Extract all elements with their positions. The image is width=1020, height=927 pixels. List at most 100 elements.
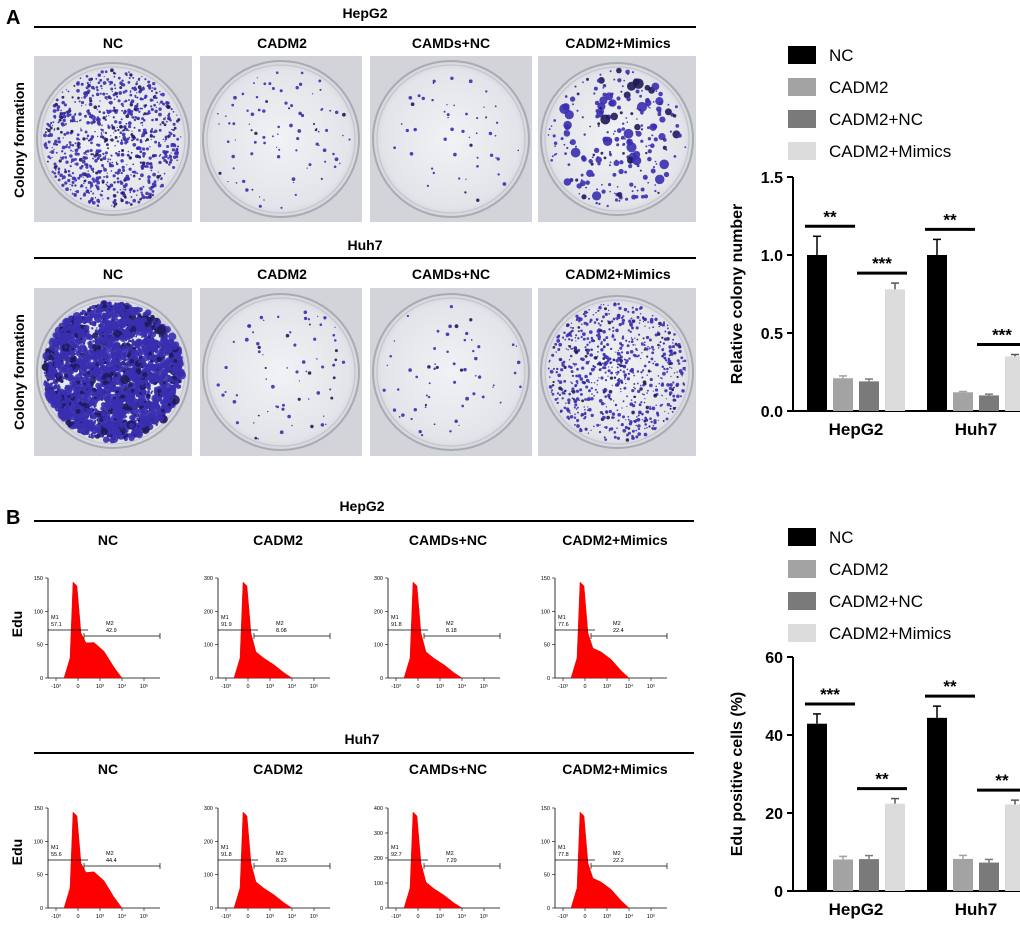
hist-ytick: 0 [210, 676, 213, 682]
hist-ytick: 300 [374, 576, 383, 582]
gate-m1-label: M1 [221, 845, 229, 851]
gate-m2-label: M2 [276, 851, 284, 857]
colony-row2-ylabel: Colony formation [11, 314, 27, 430]
bar-huh7-3 [1005, 804, 1020, 891]
y-tick-label: 0.0 [761, 404, 783, 421]
colony-row2-column-labels: NC CADM2 CAMDs+NC CADM2+Mimics [103, 266, 671, 282]
gate-m2-label: M2 [446, 621, 454, 627]
hist-ytick: 300 [204, 576, 213, 582]
hist-xtick: 0 [246, 684, 249, 690]
x-category-label: Huh7 [955, 900, 998, 919]
significance-label: ** [995, 771, 1009, 790]
edu-row2-col-cadm2: CADM2 [253, 761, 303, 777]
gate-m1-value: 91.8 [221, 852, 232, 858]
gate-m1-value: 57.1 [51, 622, 62, 628]
hist-xtick: 10⁵ [140, 913, 148, 920]
bar-hepg2-1 [833, 859, 853, 891]
hist-xtick: 10⁵ [480, 683, 488, 690]
hist-xtick: 10⁵ [310, 913, 318, 920]
edu-row2-column-labels: NC CADM2 CAMDs+NC CADM2+Mimics [98, 761, 668, 777]
gate-m2-label: M2 [613, 851, 621, 857]
colony-dish-hepg2-mimics [538, 56, 696, 222]
colony-dish-huh7-mimics [538, 288, 696, 456]
legend-label-2: CADM2+NC [829, 592, 923, 611]
significance-label: ** [943, 677, 957, 696]
colony-row2-col-nc: NC [103, 266, 123, 282]
hist-ytick: 200 [374, 856, 383, 862]
hist-ytick: 150 [34, 576, 43, 582]
y-tick-label: 0 [774, 884, 783, 901]
gate-m2-value: 8.18 [446, 628, 457, 634]
gate-m2-value: 8.08 [276, 628, 287, 634]
hist-xtick: 0 [246, 914, 249, 920]
legend-label-0: NC [829, 528, 854, 547]
hist-xtick: -10³ [558, 684, 568, 690]
hist-xtick: 10³ [266, 914, 274, 920]
edu-row2-col-camds-nc: CAMDs+NC [409, 761, 487, 777]
hist-ytick: 0 [380, 676, 383, 682]
hist-ytick: 100 [541, 609, 550, 615]
hist-xtick: 0 [416, 914, 419, 920]
hist-xtick: 0 [583, 914, 586, 920]
legend-swatch-3 [788, 142, 816, 160]
significance-label: ** [875, 770, 889, 789]
colony-row1-col-mimics: CADM2+Mimics [565, 35, 671, 51]
edu-bar-chart: NC CADM2 CADM2+NC CADM2+Mimics 0 20 40 60 Edu po… [729, 528, 1020, 919]
colony-dish-hepg2-cadm2 [200, 56, 362, 222]
hist-xtick: 10⁵ [140, 683, 148, 690]
bar-hepg2-0 [807, 255, 827, 411]
y-tick-label: 20 [765, 806, 783, 823]
gate-m1-value: 77.8 [558, 852, 569, 858]
hist-xtick: 0 [583, 684, 586, 690]
colony-row2-cell-line: Huh7 [348, 237, 383, 253]
hist-xtick: 10³ [436, 914, 444, 920]
gate-m2-value: 22.4 [613, 628, 624, 634]
legend-swatch-2 [788, 592, 816, 610]
hist-xtick: -10³ [391, 684, 401, 690]
gate-m2-value: 8.23 [276, 858, 287, 864]
y-axis-label: Relative colony number [729, 204, 746, 385]
edu-row2-cell-line: Huh7 [345, 731, 380, 747]
edu-histogram-fill [233, 811, 293, 909]
hist-ytick: 50 [37, 643, 43, 649]
colony-row2-col-camds-nc: CAMDs+NC [412, 266, 490, 282]
gate-m1-label: M1 [51, 845, 59, 851]
gate-m1-label: M1 [51, 615, 59, 621]
hist-xtick: 0 [76, 684, 79, 690]
edu-histogram-fill [63, 581, 123, 679]
hist-xtick: 10⁴ [288, 683, 297, 690]
gate-m1-value: 55.6 [51, 852, 62, 858]
hist-xtick: 10⁵ [647, 913, 655, 920]
colony-row1-col-camds-nc: CAMDs+NC [412, 35, 490, 51]
y-tick-label: 40 [765, 728, 783, 745]
legend-swatch-1 [788, 78, 816, 96]
colony-dish-huh7-nc [34, 288, 192, 456]
gate-m1-label: M1 [558, 615, 566, 621]
bar-hepg2-1 [833, 378, 853, 411]
gate-m2-label: M2 [106, 621, 114, 627]
hist-ytick: 150 [34, 806, 43, 812]
hist-ytick: 0 [547, 906, 550, 912]
gate-m2-label: M2 [613, 621, 621, 627]
bar-huh7-2 [979, 395, 999, 411]
colony-row2-col-mimics: CADM2+Mimics [565, 266, 671, 282]
edu-row2-ylabel: Edu [9, 839, 25, 865]
bar-hepg2-3 [885, 289, 905, 411]
gate-m1-value: 91.9 [221, 622, 232, 628]
hist-ytick: 0 [547, 676, 550, 682]
legend-swatch-2 [788, 110, 816, 128]
colony-dish-huh7-cadm2 [200, 288, 362, 456]
x-category-label: HepG2 [829, 420, 884, 439]
hist-ytick: 50 [37, 873, 43, 879]
edu-histogram-fill [233, 581, 293, 679]
y-tick-label: 1.0 [761, 248, 783, 265]
hist-xtick: -10³ [221, 914, 231, 920]
edu-row1-cell-line: HepG2 [339, 498, 384, 514]
legend-label-0: NC [829, 46, 854, 65]
